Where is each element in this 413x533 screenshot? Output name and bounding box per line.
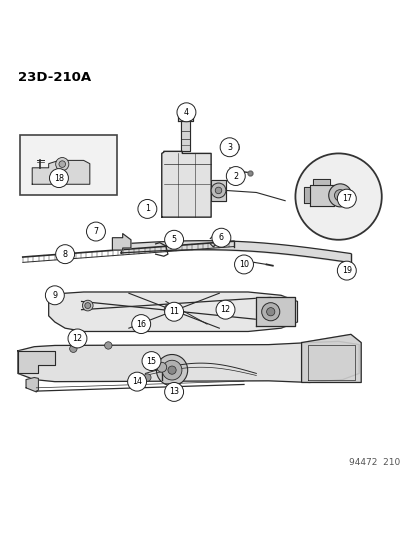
Text: 11: 11 [169,307,179,316]
Circle shape [50,168,68,188]
Circle shape [86,222,105,241]
Text: 7: 7 [93,227,98,236]
Bar [20,135,116,195]
Text: 6: 6 [218,233,223,242]
Circle shape [234,255,253,274]
Circle shape [334,190,345,201]
Polygon shape [18,341,358,383]
Text: 10: 10 [238,260,248,269]
Polygon shape [32,160,90,184]
Polygon shape [26,377,38,392]
Polygon shape [161,151,211,217]
Circle shape [143,374,151,381]
Circle shape [85,303,90,309]
Circle shape [168,366,176,374]
Text: 94472  210: 94472 210 [348,458,399,467]
Polygon shape [312,179,330,185]
Circle shape [104,342,112,349]
Circle shape [164,304,176,316]
Text: 5: 5 [171,235,176,244]
Polygon shape [211,180,225,201]
Circle shape [215,187,221,193]
Text: 13: 13 [169,387,179,397]
Text: 17: 17 [341,194,351,203]
Polygon shape [309,185,334,206]
Circle shape [295,154,381,240]
Polygon shape [49,292,297,332]
Circle shape [138,199,157,219]
Circle shape [164,383,183,401]
Polygon shape [112,233,131,250]
Text: 15: 15 [146,357,156,366]
Text: 14: 14 [132,377,142,386]
Circle shape [226,167,244,185]
Circle shape [211,228,230,247]
Text: 12: 12 [72,334,82,343]
Text: 18: 18 [54,174,64,183]
Polygon shape [18,351,55,374]
Circle shape [156,354,187,386]
Circle shape [69,345,77,352]
Circle shape [164,230,183,249]
Polygon shape [301,334,360,383]
Circle shape [59,161,65,167]
Circle shape [68,329,87,348]
Text: 16: 16 [136,320,146,328]
Text: 4: 4 [183,108,188,117]
Circle shape [328,184,351,207]
Text: 23D-210A: 23D-210A [18,71,91,84]
Text: 12: 12 [220,305,230,314]
Text: 2: 2 [233,172,238,181]
Circle shape [220,310,226,316]
Polygon shape [180,120,190,151]
Circle shape [162,360,181,380]
Polygon shape [178,114,192,120]
Circle shape [176,103,195,122]
Circle shape [265,309,271,315]
Circle shape [239,258,248,267]
Circle shape [218,307,228,318]
Text: 1: 1 [145,205,150,213]
Circle shape [157,362,166,372]
Text: 9: 9 [52,291,57,300]
Circle shape [216,300,235,319]
Circle shape [337,261,356,280]
Circle shape [337,189,356,208]
Circle shape [142,352,161,370]
Circle shape [127,372,146,391]
Circle shape [55,158,69,171]
Text: 8: 8 [62,249,67,259]
Polygon shape [256,297,295,326]
Circle shape [55,245,74,264]
Circle shape [211,183,225,198]
Circle shape [261,303,279,321]
Circle shape [45,286,64,305]
Circle shape [164,302,183,321]
Circle shape [266,308,274,316]
Circle shape [166,306,173,313]
Circle shape [220,138,238,157]
Text: 3: 3 [227,143,232,152]
Circle shape [131,314,150,334]
Circle shape [82,300,93,311]
Text: 19: 19 [341,266,351,275]
Circle shape [262,305,274,318]
Polygon shape [303,187,309,203]
